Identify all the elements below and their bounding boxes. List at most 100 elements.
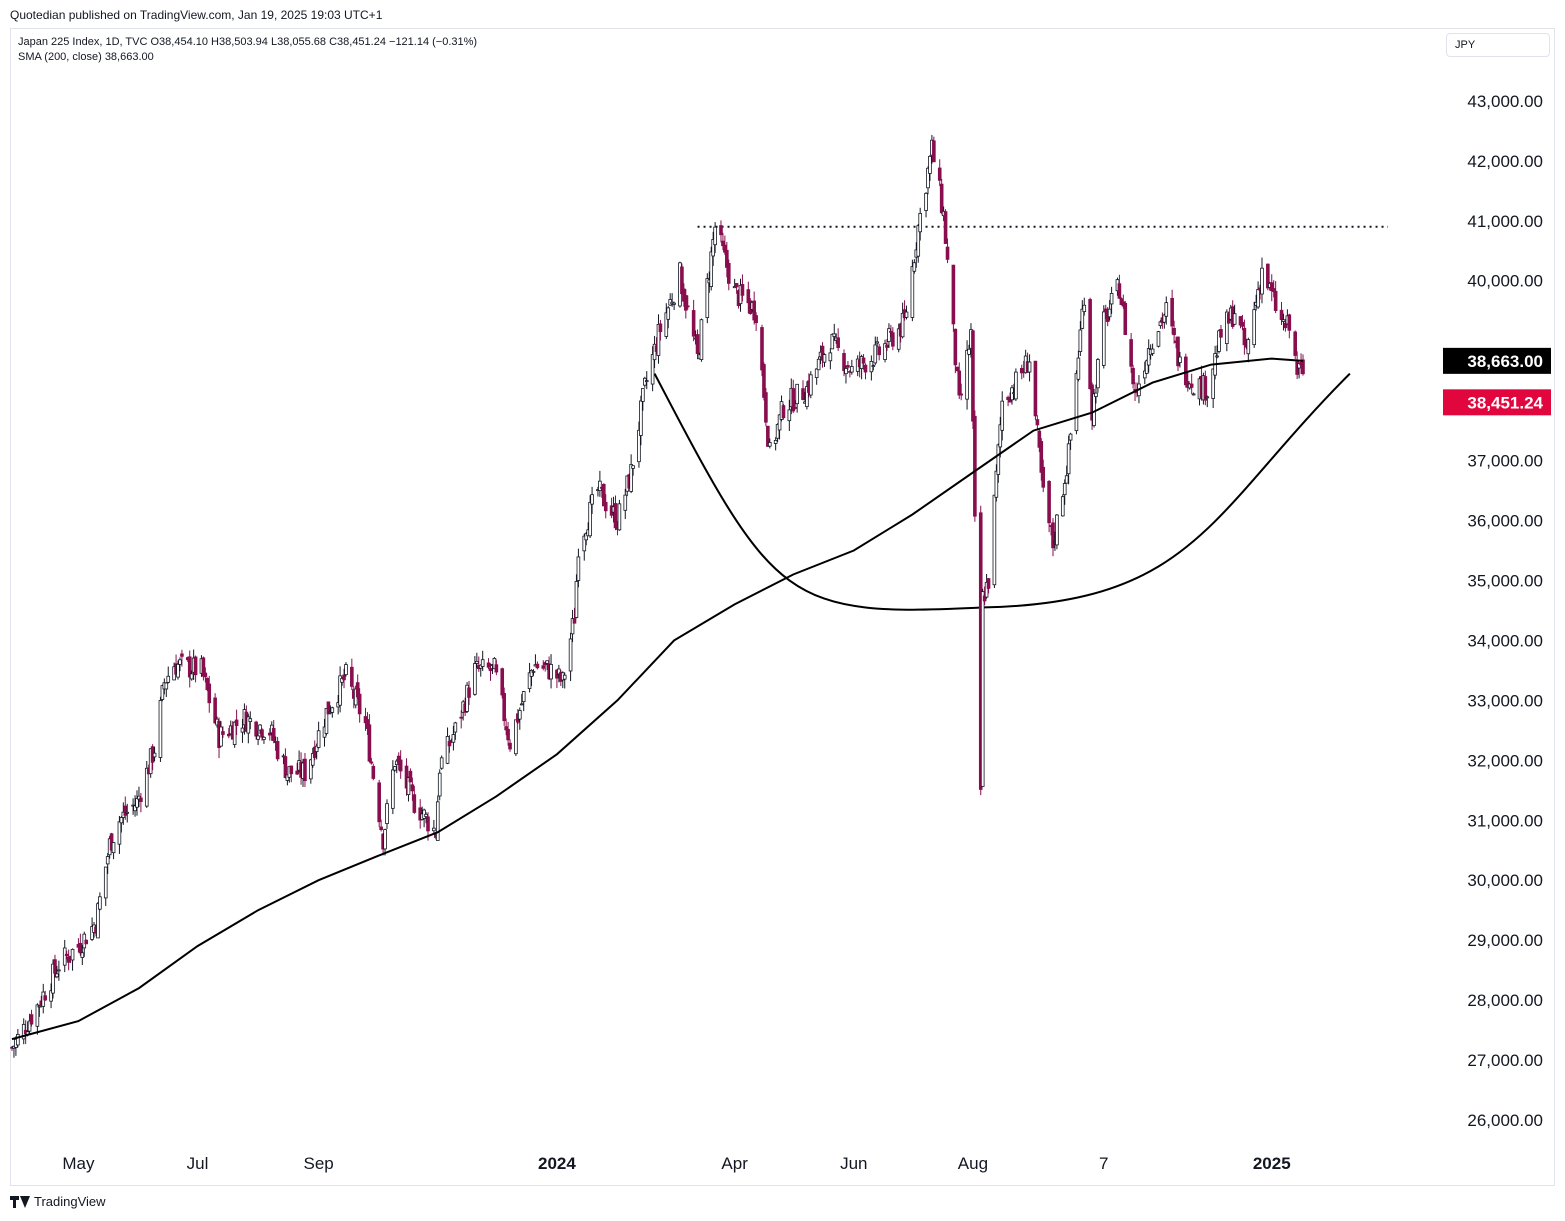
candle-body: [1162, 314, 1167, 323]
candle-body: [726, 263, 731, 284]
candle-body: [371, 765, 376, 779]
candle-body: [1225, 311, 1229, 345]
candle-body: [1217, 330, 1221, 352]
candle-body: [883, 343, 887, 360]
x-tick-label: Jul: [187, 1154, 209, 1173]
candle-body: [549, 664, 553, 680]
candle-body: [248, 718, 253, 722]
candle-body: [439, 757, 444, 769]
sma-price-tag-bg: [1443, 347, 1551, 374]
candle-body: [342, 674, 346, 681]
candle-body: [133, 805, 137, 812]
candle-body: [828, 352, 833, 362]
candle-body: [232, 721, 237, 745]
close-price-tag-bg: [1443, 389, 1551, 416]
candle-body: [926, 167, 930, 189]
candle-body: [164, 682, 169, 690]
y-tick-label: 29,000.00: [1467, 931, 1543, 950]
candle-body: [1146, 348, 1151, 366]
candle-body: [951, 264, 956, 325]
candle-body: [1232, 313, 1237, 325]
candle-body: [90, 926, 94, 940]
candle-body: [639, 400, 643, 436]
candle-body: [187, 656, 192, 678]
y-tick-label: 30,000.00: [1467, 871, 1543, 890]
candle-body: [760, 327, 764, 371]
y-tick-label: 32,000.00: [1467, 751, 1543, 770]
candle-body: [275, 741, 280, 760]
candle-body: [1219, 329, 1223, 338]
candle-body: [37, 1005, 42, 1008]
candle-body: [221, 731, 225, 735]
candle-body: [846, 365, 850, 368]
candle-body: [603, 501, 608, 512]
candle-body: [992, 494, 997, 586]
x-axis[interactable]: May Jul Sep 2024 Apr Jun Aug 7 2025: [62, 1154, 1290, 1173]
candle-body: [1064, 475, 1069, 484]
candle-body: [1203, 376, 1208, 401]
candle-body: [641, 388, 645, 402]
candle-body: [945, 246, 950, 260]
x-tick-label: 2025: [1253, 1154, 1291, 1173]
candle-body: [873, 344, 878, 364]
candle-body: [1301, 359, 1305, 375]
candle-body: [900, 312, 905, 338]
candle-body: [398, 759, 403, 772]
candle-body: [1066, 443, 1071, 475]
candle-body: [980, 591, 985, 787]
x-tick-label: Sep: [304, 1154, 334, 1173]
candle-body: [588, 501, 592, 537]
candle-body: [98, 896, 102, 910]
candle-body: [1266, 263, 1270, 289]
candle-body: [27, 1020, 32, 1032]
candle-body: [203, 672, 208, 678]
candle-body: [850, 366, 854, 373]
candle-body: [912, 262, 917, 272]
x-tick-label: 2024: [538, 1154, 576, 1173]
candle-body: [193, 656, 198, 676]
candle-body: [762, 364, 766, 398]
candle-body: [998, 424, 1003, 448]
candle-body: [617, 503, 622, 531]
candle-body: [424, 813, 428, 817]
candle-body: [55, 973, 59, 978]
candle-body: [35, 1004, 40, 1027]
candle-body: [939, 183, 944, 214]
x-tick-label: Aug: [958, 1154, 988, 1173]
currency-selector[interactable]: JPY: [1446, 33, 1550, 57]
candle-body: [713, 226, 717, 246]
candle-body: [316, 730, 321, 748]
close-price-tag: 38,451.24: [1467, 393, 1543, 412]
candle-body: [1117, 283, 1122, 299]
candle-body: [557, 668, 561, 675]
candle-body: [16, 1034, 20, 1046]
candle-body: [1191, 393, 1196, 396]
candle-body: [432, 827, 436, 832]
candle-body: [1107, 308, 1112, 318]
candle-body: [801, 388, 805, 401]
candle-body: [527, 672, 532, 690]
candle-body: [932, 140, 936, 163]
candle-body: [385, 803, 389, 824]
candle-body: [1158, 321, 1163, 327]
candle-body: [393, 766, 397, 771]
candle-body: [344, 664, 348, 676]
candle-body: [887, 328, 891, 343]
candle-body: [1205, 396, 1210, 399]
y-axis[interactable]: 43,000.0042,000.0041,000.0040,000.0038,0…: [1467, 92, 1543, 1130]
candle-body: [369, 761, 374, 764]
candle-body: [1035, 419, 1040, 426]
candle-body: [1060, 496, 1065, 517]
candle-body: [117, 821, 122, 845]
candle-body: [1297, 363, 1301, 369]
candle-body: [29, 1014, 34, 1025]
candle-body: [1082, 304, 1087, 313]
candle-body: [1269, 282, 1274, 292]
candle-body: [49, 990, 53, 1002]
candle-body: [781, 405, 786, 419]
candle-body: [877, 346, 881, 356]
candle-body: [459, 716, 464, 719]
candle-body: [350, 666, 354, 687]
candle-body: [43, 995, 48, 1001]
